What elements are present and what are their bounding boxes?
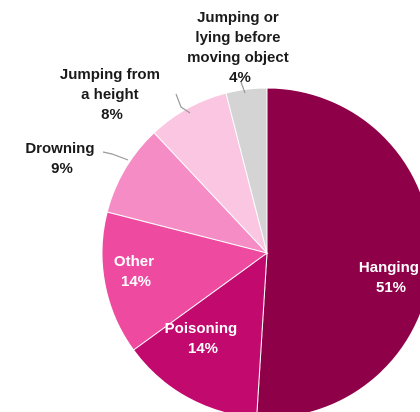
pie-slice-hanging: [256, 87, 420, 412]
slice-label-jumping-moving: Jumping or lying before moving object 4%: [187, 9, 293, 86]
slice-label-drowning: Drowning 9%: [25, 140, 98, 177]
slice-label-jumping-moving-value: 4%: [229, 69, 251, 86]
slice-label-jumping-height-line1: Jumping from: [60, 66, 160, 83]
slice-label-jumping-moving-line2: lying before: [195, 29, 280, 46]
pie-slice-drowning: [106, 132, 269, 254]
slice-label-other: Other 14%: [114, 253, 158, 290]
leader-line-jumping-height: [175, 93, 191, 114]
slice-label-drowning-value: 9%: [51, 160, 73, 177]
slice-label-hanging: Hanging 51%: [359, 259, 420, 296]
pie-slice-jumping-or-lying-before-moving-object: [225, 87, 268, 254]
leader-lines: [102, 81, 246, 161]
pie-slice-other: [101, 211, 269, 351]
slice-label-other-name: Other: [114, 253, 154, 270]
slice-label-drowning-name: Drowning: [25, 140, 94, 157]
pie-slices: [101, 87, 420, 412]
slice-label-jumping-height: Jumping from a height 8%: [60, 66, 164, 123]
slice-label-hanging-name: Hanging: [359, 259, 419, 276]
slice-label-jumping-height-value: 8%: [101, 106, 123, 123]
slice-label-jumping-height-line2: a height: [81, 86, 139, 103]
pie-slice-poisoning: [132, 251, 268, 412]
slice-label-poisoning: Poisoning 14%: [165, 320, 242, 357]
slice-label-other-value: 14%: [121, 273, 151, 290]
leader-line-jumping-moving: [240, 81, 246, 94]
leader-line-drowning: [102, 151, 129, 161]
slice-label-hanging-value: 51%: [376, 279, 406, 296]
slice-labels: Hanging 51% Poisoning 14% Other 14% Drow…: [25, 9, 420, 357]
slice-label-jumping-moving-line1: Jumping or: [197, 9, 279, 26]
slice-label-poisoning-value: 14%: [188, 340, 218, 357]
slice-label-poisoning-name: Poisoning: [165, 320, 238, 337]
slice-label-jumping-moving-line3: moving object: [187, 49, 289, 66]
